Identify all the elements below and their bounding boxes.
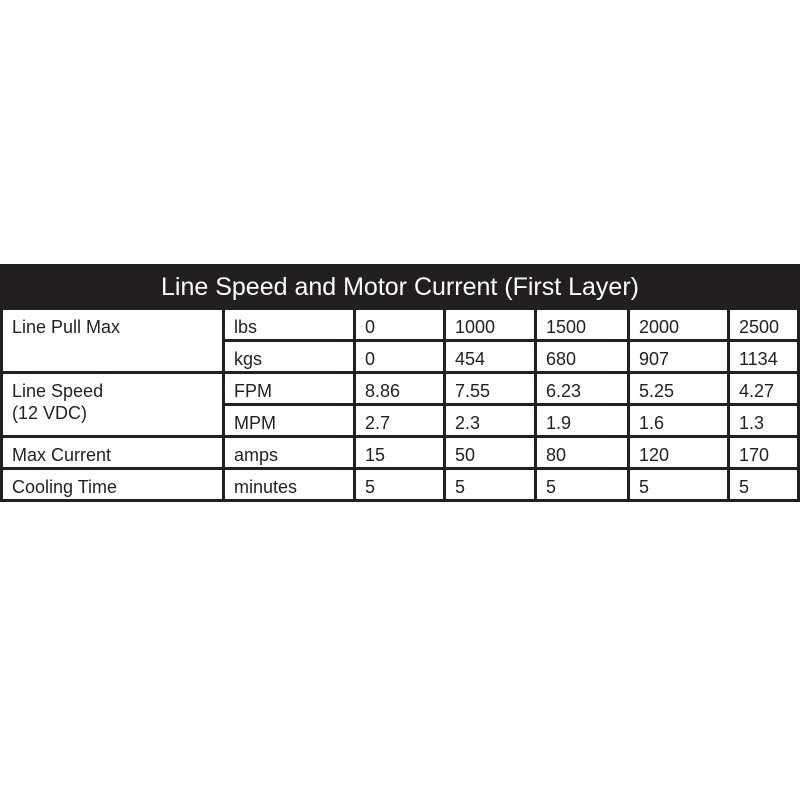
value-cell: 5 (537, 470, 627, 499)
value-cell: 2.7 (356, 406, 443, 435)
row-label: Max Current (3, 438, 222, 467)
table-row: Max Current amps 15 50 80 120 170 (3, 438, 797, 467)
value-cell: 7.55 (446, 374, 534, 403)
value-cell: 15 (356, 438, 443, 467)
unit-cell: lbs (225, 310, 353, 339)
value-cell: 1.6 (630, 406, 727, 435)
value-cell: 907 (630, 342, 727, 371)
value-cell: 50 (446, 438, 534, 467)
value-cell: 454 (446, 342, 534, 371)
value-cell: 2000 (630, 310, 727, 339)
row-label-subtext: (12 VDC) (12, 403, 88, 423)
value-cell: 2.3 (446, 406, 534, 435)
value-cell: 6.23 (537, 374, 627, 403)
value-cell: 5 (630, 470, 727, 499)
value-cell: 2500 (730, 310, 797, 339)
spec-table: Line Speed and Motor Current (First Laye… (0, 264, 800, 502)
value-cell: 0 (356, 342, 443, 371)
value-cell: 4.27 (730, 374, 797, 403)
value-cell: 80 (537, 438, 627, 467)
value-cell: 1.3 (730, 406, 797, 435)
table-row: Line Pull Max lbs 0 1000 1500 2000 2500 (3, 310, 797, 371)
value-cell: 680 (537, 342, 627, 371)
table-title: Line Speed and Motor Current (First Laye… (161, 273, 639, 301)
row-label-text: Max Current (12, 445, 112, 465)
unit-cell: MPM (225, 406, 353, 435)
value-cell: 170 (730, 438, 797, 467)
value-cell: 1500 (537, 310, 627, 339)
row-label-text: Line Pull Max (12, 317, 121, 337)
value-cell: 5 (446, 470, 534, 499)
unit-cell: amps (225, 438, 353, 467)
row-label-text: Cooling Time (12, 477, 118, 497)
value-cell: 8.86 (356, 374, 443, 403)
value-cell: 5.25 (630, 374, 727, 403)
table-row: Cooling Time minutes 5 5 5 5 5 (3, 470, 797, 499)
value-cell: 0 (356, 310, 443, 339)
table-row: kgs 0 454 680 907 1134 (3, 342, 797, 371)
row-label: Cooling Time (3, 470, 222, 499)
unit-cell: kgs (225, 342, 353, 371)
table-row: MPM 2.7 2.3 1.9 1.6 1.3 (3, 406, 797, 435)
row-label: Line Pull Max (3, 310, 222, 371)
value-cell: 5 (730, 470, 797, 499)
value-cell: 5 (356, 470, 443, 499)
table-row: Line Speed (12 VDC) FPM 8.86 7.55 6.23 5.25 4.2… (3, 374, 797, 435)
row-label-text: Line Speed (12, 381, 104, 401)
unit-cell: minutes (225, 470, 353, 499)
row-label: Line Speed (12 VDC) (3, 374, 222, 435)
value-cell: 1134 (730, 342, 797, 371)
data-table: Line Pull Max lbs 0 1000 1500 2000 2500 kgs 0 454… (0, 307, 800, 502)
value-cell: 1.9 (537, 406, 627, 435)
value-cell: 1000 (446, 310, 534, 339)
unit-cell: FPM (225, 374, 353, 403)
value-cell: 120 (630, 438, 727, 467)
